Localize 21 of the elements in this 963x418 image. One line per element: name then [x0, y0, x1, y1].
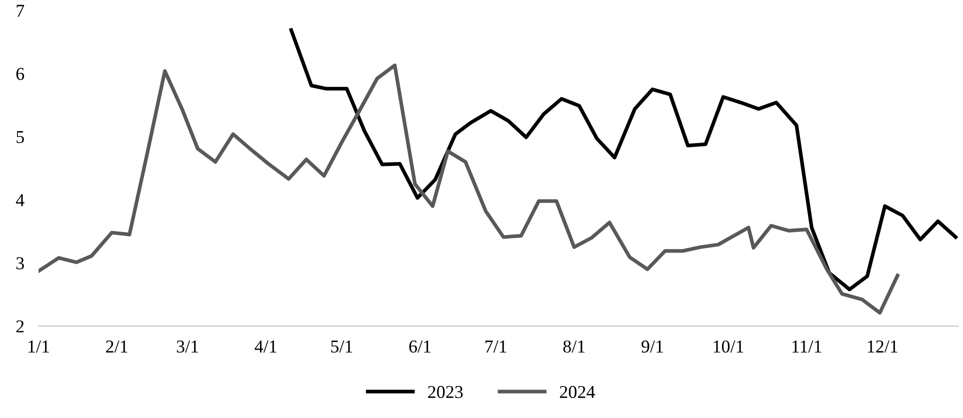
x-tick-label: 9/1: [642, 340, 663, 353]
y-tick-label: 4: [16, 194, 24, 206]
y-tick-label: 2: [16, 320, 24, 332]
legend-label: 2023: [428, 386, 463, 398]
x-tick-label: 11/1: [792, 340, 822, 353]
y-tick-label: 5: [16, 131, 24, 144]
x-tick-label: 12/1: [868, 340, 898, 353]
x-tick-label: 5/1: [331, 340, 352, 353]
y-tick-label: 7: [16, 4, 24, 17]
legend-label: 2024: [560, 386, 595, 398]
x-tick-label: 3/1: [176, 340, 198, 353]
line-series: [289, 28, 958, 292]
x-tick-label: 8/1: [563, 340, 585, 353]
x-tick-label: 1/1: [28, 340, 49, 353]
x-tick-label: 10/1: [714, 340, 744, 353]
x-tick-label: 7/1: [485, 340, 506, 353]
x-tick-label: 2/1: [106, 340, 128, 353]
x-tick-label: 4/1: [254, 340, 276, 353]
x-tick-label: 6/1: [409, 340, 430, 353]
y-tick-label: 6: [16, 68, 24, 80]
y-tick-label: 3: [16, 257, 24, 270]
